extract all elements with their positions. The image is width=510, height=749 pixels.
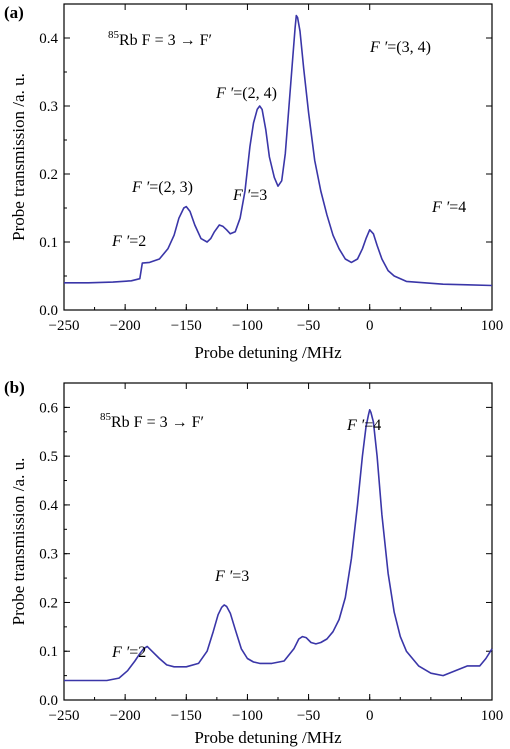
annotation-value: =3 <box>250 187 267 204</box>
annotation-symbol: F ′ <box>131 179 150 196</box>
x-tick-label: 0 <box>366 708 374 724</box>
peak-annotation: F ′=3 <box>214 568 249 585</box>
data-series-line <box>64 14 493 287</box>
y-tick-label: 0.2 <box>39 167 58 183</box>
y-axis-title: Probe transmission /a. u. <box>9 73 28 241</box>
isotope-mass-number: 85 <box>100 411 112 423</box>
x-tick-label: −50 <box>297 708 320 724</box>
peak-annotation: F ′=2 <box>111 644 146 661</box>
annotation-symbol: F ′ <box>111 233 130 250</box>
x-tick-label: −100 <box>232 318 263 334</box>
x-tick-label: −150 <box>171 318 202 334</box>
peak-annotation: F ′=(3, 4) <box>369 39 431 56</box>
annotation-value: =4 <box>364 417 381 434</box>
x-tick-label: −200 <box>110 708 141 724</box>
peak-annotation: F ′=2 <box>111 233 146 250</box>
isotope-mass-number: 85 <box>108 29 120 41</box>
x-tick-label: 100 <box>481 708 504 724</box>
annotation-symbol: F ′ <box>214 568 233 585</box>
panel-label: (b) <box>4 378 25 397</box>
y-tick-label: 0.3 <box>39 99 58 115</box>
x-tick-label: −250 <box>49 318 80 334</box>
y-axis-title: Probe transmission /a. u. <box>9 458 28 626</box>
chart-panel-a: −250 −200 −150 −100 −50 0 100 0.0 0.1 0.2 0.3 0.4 Pr… <box>4 3 503 362</box>
y-tick-label: 0.2 <box>39 595 58 611</box>
annotation-symbol: F ′ <box>369 39 388 56</box>
annotation-symbol: F ′ <box>215 85 234 102</box>
annotation-value: =3 <box>232 568 249 585</box>
y-tick-label: 0.0 <box>39 693 58 709</box>
transition-header: 85Rb F = 3 → F′ <box>100 411 204 431</box>
transition-header: 85Rb F = 3 → F′ <box>108 29 212 49</box>
annotation-symbol: F ′ <box>111 644 130 661</box>
annotation-symbol: F ′ <box>431 199 450 216</box>
transition-text: Rb F = 3 → F′ <box>111 414 204 431</box>
x-tick-label: −150 <box>171 708 202 724</box>
chart-panel-b: −250 −200 −150 −100 −50 0 100 0.0 0.1 0.2 0.3 0.4 0.… <box>4 378 503 747</box>
x-axis-title: Probe detuning /MHz <box>194 728 342 747</box>
x-tick-label: 0 <box>366 318 374 334</box>
panel-label: (a) <box>4 3 24 22</box>
annotation-value: =(3, 4) <box>387 39 431 56</box>
y-tick-label: 0.4 <box>39 498 58 514</box>
annotation-value: =4 <box>449 199 466 216</box>
annotation-symbol: F ′ <box>232 187 251 204</box>
peak-annotation: F ′=4 <box>346 417 381 434</box>
y-tick-label: 0.5 <box>39 449 58 465</box>
peak-annotation: F ′=4 <box>431 199 466 216</box>
y-tick-label: 0.6 <box>39 400 58 416</box>
y-tick-label: 0.4 <box>39 31 58 47</box>
transition-text: Rb F = 3 → F′ <box>119 32 212 49</box>
x-tick-label: 100 <box>481 318 504 334</box>
y-tick-label: 0.0 <box>39 303 58 319</box>
y-tick-label: 0.1 <box>39 644 58 660</box>
data-series-line <box>64 409 493 682</box>
x-tick-label: −200 <box>110 318 141 334</box>
annotation-value: =(2, 3) <box>149 179 193 196</box>
annotation-value: =2 <box>129 233 146 250</box>
annotation-value: =(2, 4) <box>233 85 277 102</box>
x-axis-title: Probe detuning /MHz <box>194 343 342 362</box>
x-tick-label: −50 <box>297 318 320 334</box>
peak-annotation: F ′=(2, 4) <box>215 85 277 102</box>
annotation-value: =2 <box>129 644 146 661</box>
peak-annotation: F ′=3 <box>232 187 267 204</box>
y-tick-label: 0.1 <box>39 235 58 251</box>
x-tick-label: −100 <box>232 708 263 724</box>
y-tick-label: 0.3 <box>39 547 58 563</box>
annotation-symbol: F ′ <box>346 417 365 434</box>
peak-annotation: F ′=(2, 3) <box>131 179 193 196</box>
x-tick-label: −250 <box>49 708 80 724</box>
